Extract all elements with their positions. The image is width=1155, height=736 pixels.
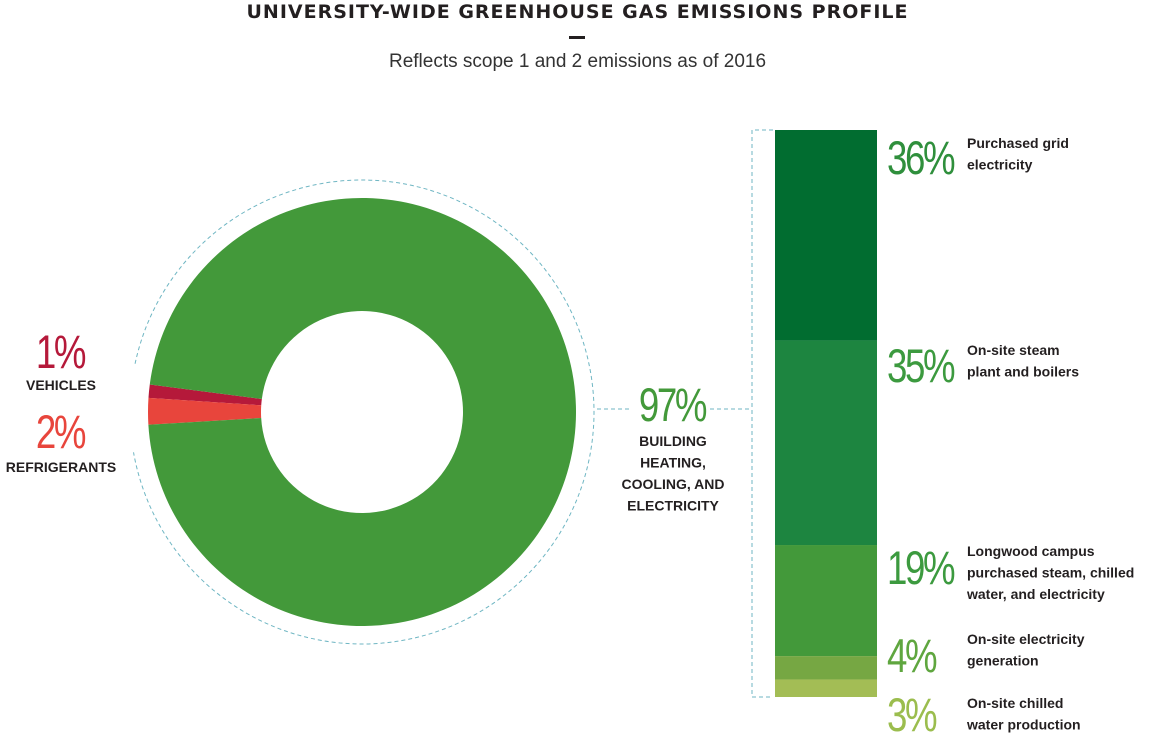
building-label: BUILDING [639,433,707,449]
segment-label-5: On-site chilled [967,695,1063,711]
segment-label-4: On-site electricity [967,631,1085,647]
stacked-bar [751,129,877,698]
segment-label-2: plant and boilers [967,364,1079,380]
segment-label-1: Purchased grid [967,135,1069,151]
building-label: ELECTRICITY [627,498,719,514]
segment-label-3: purchased steam, chilled [967,565,1134,581]
segment-value-2: 35% [887,340,954,392]
bar-segment-5 [775,679,877,697]
building-label: COOLING, AND [622,476,725,492]
vehicles-label: VEHICLES [26,377,96,393]
refrigerants-value: 2% [36,406,85,458]
chart-labels: 1%VEHICLES 2%REFRIGERANTS 97% BUILDING HEATI… [6,132,1135,736]
segment-label-3: water, and electricity [966,586,1105,602]
building-label: HEATING, [640,455,706,471]
donut-chart [148,197,576,626]
segment-value-5: 3% [887,689,936,736]
segment-value-4: 4% [887,630,936,682]
chart-title: UNIVERSITY-WIDE GREENHOUSE GAS EMISSIONS… [246,1,909,23]
connector-lines [133,179,752,645]
bar-segment-3 [775,545,877,657]
segment-value-1: 36% [887,132,954,184]
segment-label-4: generation [967,653,1039,669]
chart-subtitle: Reflects scope 1 and 2 emissions as of 2… [388,51,767,72]
vehicles-value: 1% [36,326,85,378]
segment-label-1: electricity [967,157,1033,173]
donut-bracket [133,179,595,645]
bar-segment-4 [775,656,877,680]
segment-value-3: 19% [887,542,954,594]
donut-slice-building [148,197,576,626]
bar-segment-2 [775,340,877,546]
bar-bracket [751,129,773,698]
segment-label-3: Longwood campus [967,543,1095,559]
bar-segment-1 [775,130,877,341]
refrigerants-label: REFRIGERANTS [6,459,116,475]
donut-slice-vehicles [148,384,262,406]
title-divider [569,36,585,39]
building-value: 97% [639,379,706,431]
segment-label-5: water production [966,717,1081,733]
donut-slice-refrigerants [148,397,262,425]
segment-label-2: On-site steam [967,342,1060,358]
